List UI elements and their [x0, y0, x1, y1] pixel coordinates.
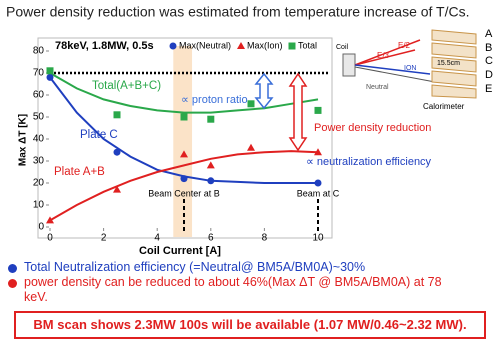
- x-tick-label: 6: [208, 233, 214, 244]
- plate-label: A: [485, 28, 493, 40]
- bullet: power density can be reduced to about 46…: [24, 275, 442, 304]
- plate-label: E: [485, 83, 492, 95]
- y-tick-label: 80: [33, 46, 45, 57]
- width-label: 15.5cm: [437, 60, 460, 67]
- plate-label: C: [485, 55, 493, 67]
- plate: [431, 70, 477, 87]
- proton-arrow: [254, 72, 274, 110]
- point: [113, 111, 121, 119]
- curve-label: Plate C: [80, 129, 118, 141]
- reduction-arrow: [288, 72, 308, 152]
- beam-label: ION: [404, 65, 416, 72]
- plate: [431, 56, 477, 73]
- point: [206, 161, 215, 169]
- curve-label: Plate A+B: [54, 166, 105, 178]
- point: [247, 143, 255, 151]
- bullet-dot: [8, 279, 17, 288]
- legend-label: Total: [298, 40, 317, 50]
- x-tick-label: 2: [101, 233, 107, 244]
- x-tick-label: 8: [262, 233, 268, 244]
- x-tick-label: 0: [47, 233, 53, 244]
- plate: [431, 42, 477, 59]
- condition: 78keV, 1.8MW, 0.5s: [55, 40, 154, 52]
- marker-label: Beam Center at B: [148, 188, 220, 198]
- point: [113, 148, 121, 156]
- beam-label: E/3: [377, 51, 390, 60]
- fit-curve: [49, 150, 319, 222]
- coil: [342, 53, 356, 77]
- highlight-band: [173, 46, 193, 237]
- coil-label: Coil: [336, 44, 349, 51]
- point: [46, 73, 54, 81]
- y-tick-label: 70: [33, 68, 45, 79]
- double-arrows: [254, 72, 308, 152]
- point: [180, 113, 188, 121]
- point: [288, 42, 296, 50]
- point: [207, 177, 215, 185]
- y-axis-label: Max ΔT [K]: [18, 114, 29, 166]
- bullet-dot: [8, 264, 17, 273]
- fit-curve: [49, 76, 318, 184]
- point: [180, 150, 188, 158]
- plate: [431, 84, 477, 99]
- annotation: ∝ neutralization efficiency: [306, 156, 432, 168]
- beam-arrow: [354, 64, 431, 75]
- diagram: Coil E/3 E/2 ION Neutral 15.5cm Calorime…: [336, 28, 493, 111]
- point: [314, 179, 322, 187]
- y-tick-label: 0: [38, 222, 44, 233]
- point: [46, 216, 54, 224]
- plate-label: B: [485, 42, 492, 54]
- curve-label: Total(A+B+C): [92, 80, 161, 92]
- legend-label: Max(Ion): [247, 40, 283, 50]
- plate-label: D: [485, 69, 493, 81]
- marker-label: Beam at C: [297, 188, 340, 198]
- point: [314, 148, 322, 156]
- y-tick-label: 10: [33, 200, 45, 211]
- point: [113, 185, 121, 193]
- fit-curve: [49, 72, 319, 114]
- plate: [431, 29, 477, 45]
- beam-label: Neutral: [366, 84, 389, 91]
- beam-arrow: [354, 39, 421, 66]
- point: [314, 106, 322, 114]
- beam-arrow: [354, 49, 416, 66]
- x-tick-label: 10: [312, 233, 324, 244]
- slide-title: Power density reduction was estimated fr…: [6, 4, 470, 20]
- conclusion: BM scan shows 2.3MW 100s will be availab…: [14, 311, 486, 339]
- point: [46, 67, 54, 75]
- plot-frame: [37, 37, 333, 239]
- target-label: Calorimeter: [423, 102, 465, 111]
- y-tick-label: 20: [33, 178, 45, 189]
- annotation: ∝ proton ratio: [181, 94, 248, 106]
- y-tick-label: 40: [33, 134, 45, 145]
- bullet: Total Neutralization efficiency (=Neutra…: [24, 260, 366, 274]
- point: [247, 100, 255, 108]
- annotation: Power density reduction: [314, 122, 431, 134]
- y-tick-label: 60: [33, 90, 45, 101]
- point: [169, 42, 177, 50]
- x-tick-label: 4: [154, 233, 160, 244]
- point: [180, 175, 188, 183]
- beam-label: E/2: [398, 41, 411, 50]
- point: [207, 115, 215, 123]
- legend-label: Max(Neutral): [179, 40, 231, 50]
- y-tick-label: 50: [33, 112, 45, 123]
- y-tick-label: 30: [33, 156, 45, 167]
- beam-arrow: [354, 66, 436, 83]
- point: [237, 42, 245, 49]
- x-axis-label: Coil Current [A]: [139, 245, 221, 257]
